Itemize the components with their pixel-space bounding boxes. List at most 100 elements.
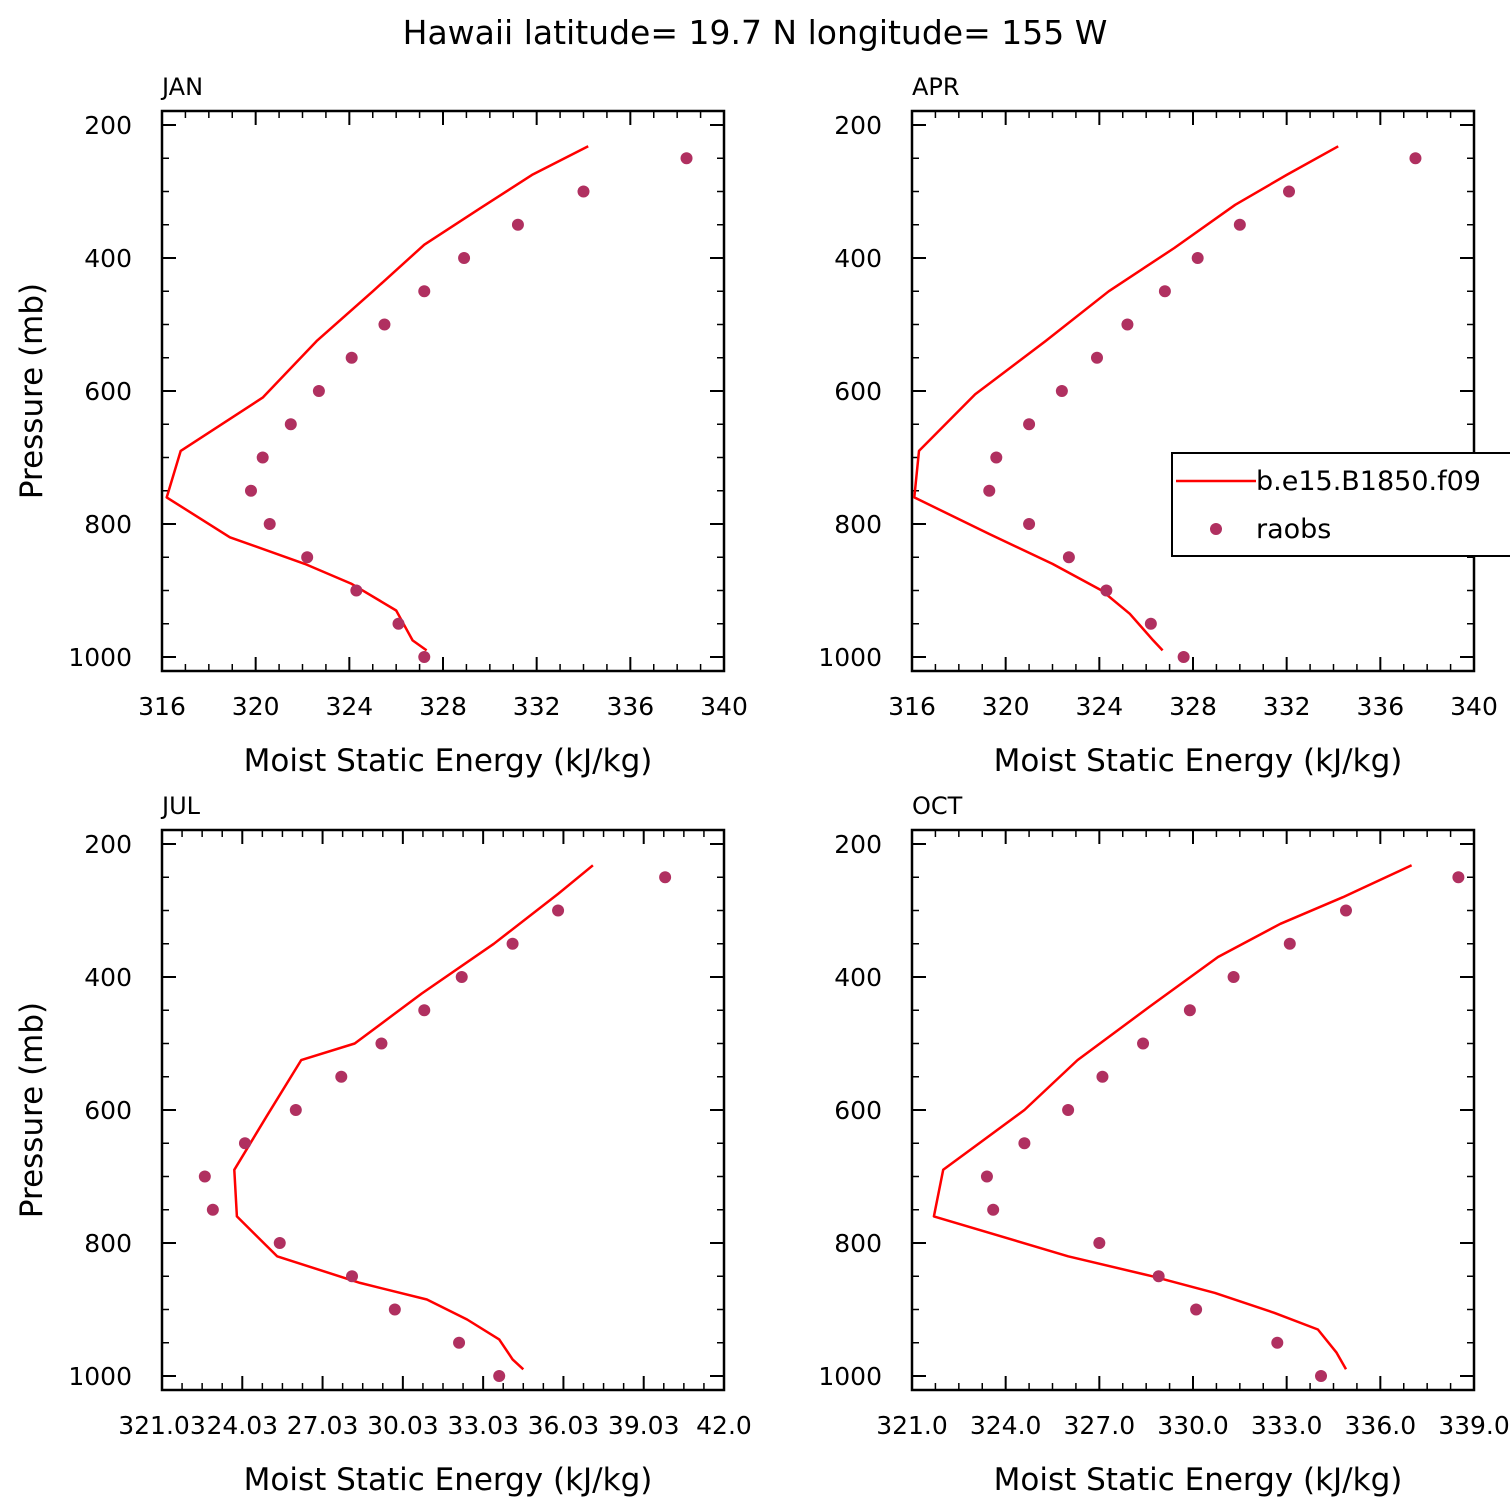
x-tick-label: 324: [325, 692, 373, 721]
model-series-line: [913, 145, 1339, 652]
obs-point: [1339, 904, 1352, 917]
obs-point: [1283, 937, 1296, 950]
panel-label: OCT: [912, 792, 963, 820]
x-tick-label: 36.03: [528, 1411, 600, 1440]
obs-point: [1023, 518, 1036, 530]
model-series-line: [233, 864, 594, 1371]
obs-point: [1183, 1004, 1196, 1017]
x-tick-label: 316: [138, 692, 186, 721]
x-tick-label: 332: [513, 692, 561, 721]
obs-point: [1152, 1270, 1165, 1283]
obs-point: [453, 1336, 466, 1349]
obs-point: [1191, 252, 1204, 264]
y-tick-label: 800: [84, 1229, 132, 1258]
x-axis-title: Moist Static Energy (kJ/kg): [994, 743, 1403, 779]
y-tick-label: 1000: [68, 643, 132, 672]
obs-point: [345, 351, 358, 364]
x-tick-label: 321.0: [876, 1411, 948, 1440]
obs-point: [289, 1104, 302, 1116]
obs-point: [680, 152, 693, 165]
y-tick-label: 800: [834, 1229, 882, 1258]
obs-point: [1096, 1070, 1109, 1083]
obs-point: [1090, 351, 1103, 364]
legend-marker-swatch: [1210, 523, 1222, 535]
obs-point: [1271, 1336, 1284, 1349]
y-tick-label: 1000: [818, 643, 882, 672]
plot-frame: [910, 109, 1476, 673]
obs-point: [1100, 584, 1113, 597]
x-tick-label: 328: [419, 692, 467, 721]
obs-point: [552, 904, 565, 917]
legend-obs-label: raobs: [1256, 514, 1331, 545]
obs-point: [346, 1270, 359, 1283]
obs-point: [511, 218, 524, 231]
obs-point: [418, 651, 431, 663]
obs-point: [256, 451, 269, 464]
obs-point: [1093, 1237, 1106, 1249]
panel-label: JUL: [160, 792, 201, 820]
x-tick-label: 333.0: [1251, 1411, 1323, 1440]
panel-label: JAN: [160, 73, 203, 101]
y-tick-label: 200: [84, 111, 132, 140]
obs-point: [1137, 1037, 1150, 1050]
obs-point: [198, 1170, 211, 1183]
legend-box: [1171, 452, 1510, 557]
obs-point: [980, 1170, 993, 1183]
obs-point: [1055, 385, 1068, 397]
legend: b.e15.B1850.f09 raobs: [1171, 452, 1510, 557]
obs-point: [1177, 651, 1190, 663]
y-tick-label: 1000: [818, 1362, 882, 1391]
obs-point: [263, 518, 276, 530]
y-tick-label: 800: [834, 510, 882, 539]
x-axis-title: Moist Static Energy (kJ/kg): [994, 1462, 1403, 1498]
obs-point: [577, 185, 590, 198]
obs-point: [493, 1370, 506, 1382]
obs-point: [284, 418, 297, 431]
y-tick-label: 400: [834, 244, 882, 273]
obs-point: [1018, 1137, 1031, 1150]
obs-point: [1233, 218, 1246, 231]
chart-panel-apr: APR 316 320 324 328 332 336 340 200 400 600 800 1000…: [818, 73, 1510, 779]
obs-point: [335, 1070, 348, 1083]
x-tick-label: 30.03: [367, 1411, 439, 1440]
obs-point: [375, 1037, 388, 1050]
x-tick-label: 332: [1263, 692, 1311, 721]
obs-point: [506, 937, 519, 950]
obs-point: [238, 1137, 251, 1150]
chart-panel-jul: JUL 321.03 24.03 27.03 30.03 33.03 36.03 39.03 4…: [14, 792, 752, 1498]
x-tick-label: 330.0: [1157, 1411, 1229, 1440]
x-tick-label: 336.0: [1345, 1411, 1417, 1440]
y-tick-label: 200: [84, 830, 132, 859]
obs-point: [418, 285, 431, 298]
y-tick-label: 600: [834, 1096, 882, 1125]
y-axis-title: Pressure (mb): [14, 283, 50, 499]
obs-point: [1023, 418, 1036, 431]
obs-point: [312, 385, 325, 397]
x-tick-label: 33.03: [447, 1411, 519, 1440]
y-tick-label: 400: [834, 963, 882, 992]
x-tick-label: 39.03: [608, 1411, 680, 1440]
x-axis-title: Moist Static Energy (kJ/kg): [244, 1462, 653, 1498]
obs-point: [1227, 971, 1240, 983]
x-tick-label: 339.0: [1438, 1411, 1510, 1440]
obs-point: [1283, 185, 1296, 198]
obs-point: [990, 451, 1003, 464]
obs-point: [301, 551, 314, 564]
y-tick-label: 1000: [68, 1362, 132, 1391]
obs-point: [983, 484, 996, 497]
y-tick-label: 600: [834, 377, 882, 406]
x-tick-label: 324.0: [970, 1411, 1042, 1440]
y-tick-label: 200: [834, 830, 882, 859]
x-tick-label: 328: [1169, 692, 1217, 721]
obs-point: [659, 871, 672, 884]
y-tick-label: 200: [834, 111, 882, 140]
x-tick-label: 27.03: [287, 1411, 359, 1440]
obs-point: [418, 1004, 431, 1017]
y-tick-label: 600: [84, 1096, 132, 1125]
x-tick-label: 324: [1075, 692, 1123, 721]
x-tick-label: 320: [232, 692, 280, 721]
obs-point: [1121, 318, 1134, 331]
chart-panel-oct: OCT 321.0 324.0 327.0 330.0 333.0 336.0 339.0 20…: [818, 792, 1509, 1498]
chart-panel-jan: JAN 316 320 324 328 332 336 340 200 400 600 800 1000…: [14, 73, 748, 779]
